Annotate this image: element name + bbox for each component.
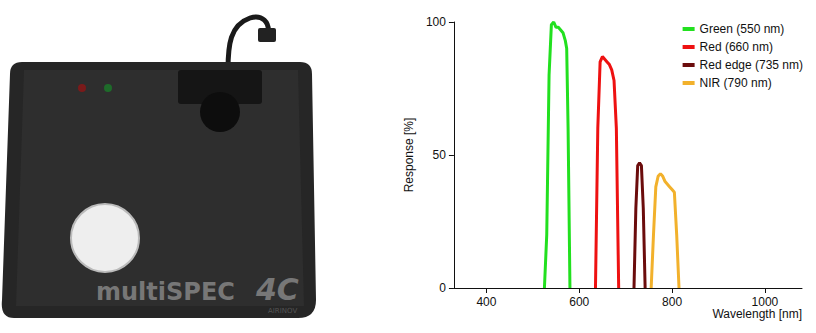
- svg-text:NIR (790 nm): NIR (790 nm): [700, 76, 772, 90]
- svg-text:4C: 4C: [255, 272, 299, 307]
- svg-text:50: 50: [433, 148, 447, 162]
- svg-text:400: 400: [476, 295, 496, 309]
- svg-text:multiSPEC: multiSPEC: [96, 278, 235, 306]
- svg-text:600: 600: [569, 295, 589, 309]
- svg-text:100: 100: [426, 15, 446, 29]
- svg-text:AIRINOV: AIRINOV: [268, 307, 297, 315]
- svg-text:Red (660 nm): Red (660 nm): [700, 40, 773, 54]
- svg-text:1000: 1000: [752, 295, 779, 309]
- svg-text:0: 0: [439, 281, 446, 295]
- svg-text:Wavelength [nm]: Wavelength [nm]: [712, 307, 802, 321]
- svg-text:Response [%]: Response [%]: [402, 118, 416, 193]
- svg-text:800: 800: [662, 295, 682, 309]
- svg-text:Green (550 nm): Green (550 nm): [700, 22, 785, 36]
- svg-text:Red edge (735 nm): Red edge (735 nm): [700, 58, 803, 72]
